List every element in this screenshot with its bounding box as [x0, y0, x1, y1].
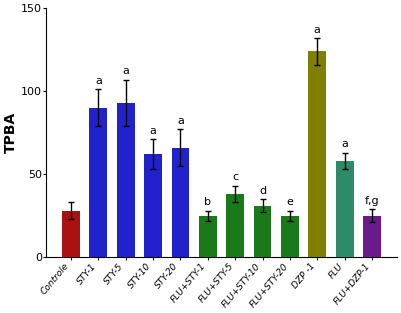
Bar [89, 108, 107, 257]
Text: e: e [286, 197, 293, 207]
Bar [226, 194, 244, 257]
Y-axis label: TPBA: TPBA [4, 112, 18, 153]
Bar [253, 206, 271, 257]
Text: c: c [232, 172, 238, 182]
Bar [308, 51, 326, 257]
Text: b: b [204, 197, 211, 207]
Text: a: a [177, 116, 184, 126]
Text: f,g: f,g [365, 196, 379, 206]
Text: d: d [259, 186, 266, 196]
Text: a: a [150, 126, 156, 136]
Bar [363, 216, 381, 257]
Text: a: a [95, 76, 102, 86]
Bar [144, 154, 162, 257]
Bar [199, 216, 217, 257]
Text: a: a [341, 139, 348, 149]
Bar [336, 161, 354, 257]
Bar [117, 103, 135, 257]
Text: a: a [314, 25, 321, 35]
Text: a: a [122, 66, 129, 76]
Bar [62, 211, 80, 257]
Bar [172, 148, 189, 257]
Bar [281, 216, 299, 257]
